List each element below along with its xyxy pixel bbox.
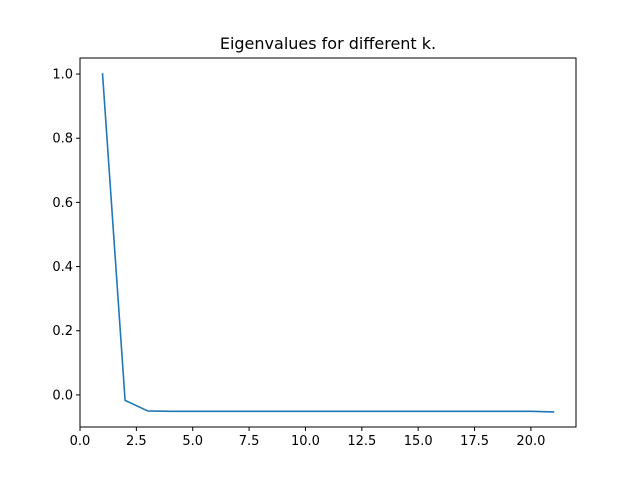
axis-ticks: 0.0 2.5 5.0 7.5 10.0 12.5 15.0 17.5 20.0 0.0 0.2 0.… bbox=[52, 68, 545, 449]
x-tick-label: 2.5 bbox=[126, 434, 147, 449]
x-tick-label: 0.0 bbox=[70, 434, 91, 449]
y-tick-label: 1.0 bbox=[52, 68, 73, 83]
y-tick-label: 0.0 bbox=[52, 388, 73, 403]
y-tick-label: 0.6 bbox=[52, 196, 73, 211]
x-tick-label: 12.5 bbox=[347, 434, 376, 449]
y-tick-label: 0.2 bbox=[52, 324, 73, 339]
series-line bbox=[101, 73, 555, 413]
x-tick-label: 7.5 bbox=[239, 434, 260, 449]
chart-title: Eigenvalues for different k. bbox=[220, 34, 436, 53]
x-tick-label: 10.0 bbox=[291, 434, 320, 449]
x-tick-label: 5.0 bbox=[182, 434, 203, 449]
x-tick-label: 15.0 bbox=[404, 434, 433, 449]
x-tick-label: 20.0 bbox=[516, 434, 545, 449]
plot-area-frame bbox=[79, 57, 577, 428]
y-tick-label: 0.8 bbox=[52, 132, 73, 147]
x-tick-label: 17.5 bbox=[460, 434, 489, 449]
series-layer bbox=[101, 73, 555, 413]
y-tick-label: 0.4 bbox=[52, 260, 73, 275]
